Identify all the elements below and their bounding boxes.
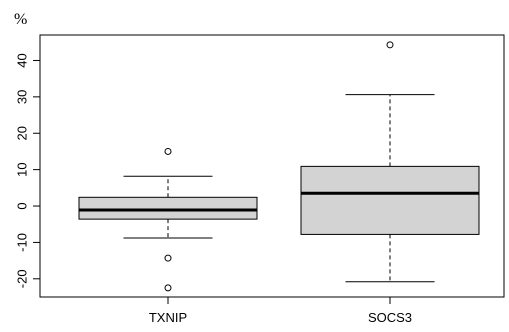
iqr-box <box>300 165 480 235</box>
x-tick-label: SOCS3 <box>368 310 412 325</box>
y-axis: -20 -10 0 10 20 30 40 <box>15 53 41 288</box>
outlier-point <box>386 41 394 49</box>
y-tick-label: -20 <box>15 269 30 288</box>
box-txnip <box>78 147 258 292</box>
y-tick-label: 40 <box>15 53 30 67</box>
x-tick-label: TXNIP <box>149 310 187 325</box>
iqr-box <box>78 196 258 220</box>
y-tick-label: 10 <box>15 162 30 176</box>
box-socs3 <box>300 41 480 283</box>
y-axis-label: % <box>14 11 27 28</box>
y-tick-label: 20 <box>15 126 30 140</box>
outlier-point <box>164 254 172 262</box>
y-tick-label: 0 <box>15 202 30 209</box>
y-tick-label: -10 <box>15 233 30 252</box>
outlier-point <box>164 147 172 155</box>
x-axis: TXNIP SOCS3 <box>149 296 412 325</box>
y-tick-label: 30 <box>15 90 30 104</box>
outlier-point <box>164 284 172 292</box>
boxes <box>78 41 480 292</box>
